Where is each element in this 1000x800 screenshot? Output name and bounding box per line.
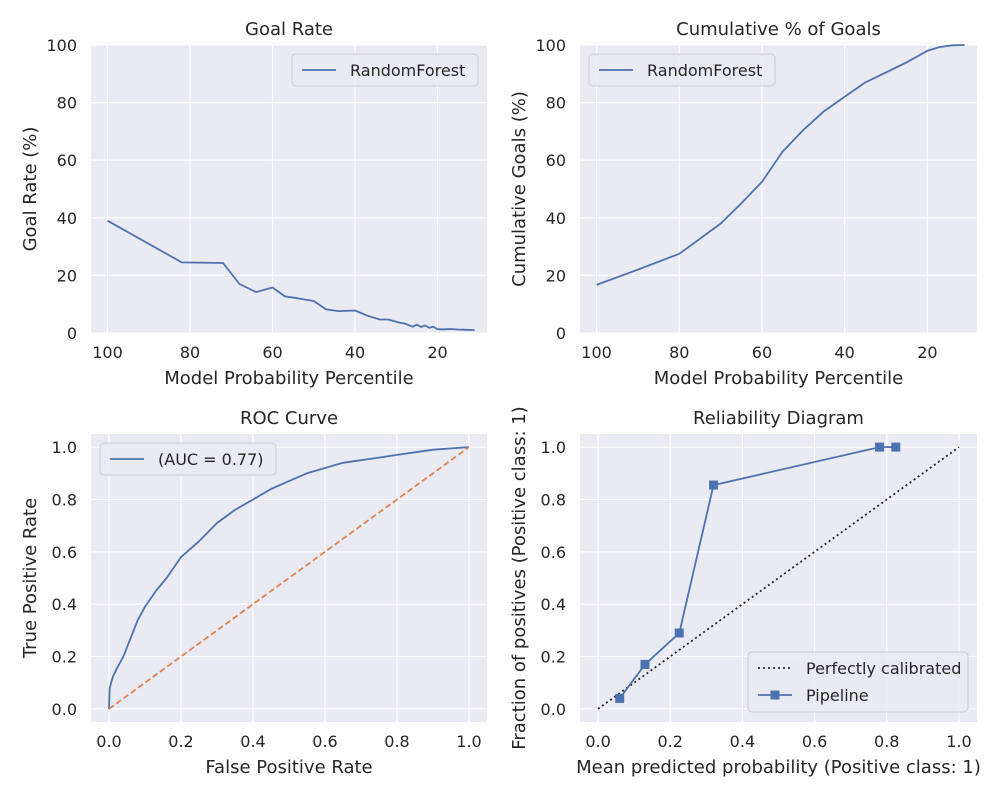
- y-tick-label: 0.8: [52, 490, 77, 509]
- y-axis-label: Cumulative Goals (%): [509, 91, 530, 287]
- legend-label: RandomForest: [647, 61, 762, 80]
- x-tick-label: 20: [917, 343, 937, 362]
- chart-title: Goal Rate: [245, 19, 333, 40]
- x-tick-label: 100: [581, 343, 612, 362]
- y-tick-label: 0.0: [52, 700, 77, 719]
- y-tick-label: 0.2: [541, 648, 566, 667]
- x-tick-label: 0.0: [585, 732, 610, 751]
- chart-panel-3: 0.0 0.2 0.4 0.6 0.8 1.0 0.0 0.2 0.4 0.6 0.8 1.0 ROC …: [20, 408, 487, 778]
- y-tick-label: 100: [46, 36, 77, 55]
- legend-box: [291, 53, 479, 87]
- y-tick-label: 60: [546, 151, 566, 170]
- y-tick-label: 1.0: [541, 438, 566, 457]
- legend-label: (AUC = 0.77): [158, 450, 264, 469]
- legend-label: Pipeline: [806, 686, 869, 705]
- x-tick-label: 0.6: [312, 732, 337, 751]
- y-axis-label: True Positive Rate: [20, 498, 41, 659]
- data-point-marker: [891, 442, 901, 452]
- y-tick-label: 0.8: [541, 490, 566, 509]
- plot-area: [91, 45, 487, 333]
- legend-label: Perfectly calibrated: [806, 659, 961, 678]
- y-tick-label: 80: [546, 94, 566, 113]
- x-tick-label: 0.8: [384, 732, 409, 751]
- y-tick-label: 0.4: [52, 595, 77, 614]
- legend-box: [588, 53, 776, 87]
- y-tick-label: 0.6: [52, 543, 77, 562]
- data-point-marker: [615, 693, 625, 703]
- y-axis-label: Fraction of positives (Positive class: 1…: [509, 406, 530, 749]
- y-tick-label: 40: [546, 209, 566, 228]
- y-tick-label: 0: [67, 324, 77, 343]
- series-line-1: [107, 219, 475, 331]
- x-tick-label: 0.8: [874, 732, 899, 751]
- x-tick-label: 1.0: [456, 732, 481, 751]
- chart-panel-2: 100 80 60 40 20 0 20 40 60 80 100 Cumulative % of G…: [509, 19, 977, 389]
- y-tick-label: 0.2: [52, 648, 77, 667]
- y-tick-label: 0: [556, 324, 566, 343]
- y-tick-label: 80: [57, 94, 77, 113]
- chart-title: ROC Curve: [240, 408, 338, 429]
- y-tick-label: 1.0: [52, 438, 77, 457]
- x-tick-label: 1.0: [946, 732, 971, 751]
- x-tick-label: 0.6: [802, 732, 827, 751]
- x-tick-label: 0.4: [240, 732, 265, 751]
- x-axis-label: Mean predicted probability (Positive cla…: [576, 757, 981, 778]
- legend: RandomForest: [588, 53, 776, 87]
- series-line-1: [108, 446, 470, 709]
- data-point-marker: [875, 442, 885, 452]
- y-tick-label: 0.0: [541, 700, 566, 719]
- legend: (AUC = 0.77): [99, 442, 277, 476]
- x-tick-label: 40: [345, 343, 365, 362]
- x-tick-label: 60: [752, 343, 772, 362]
- series-line-1: [597, 446, 960, 710]
- x-tick-label: 80: [180, 343, 200, 362]
- legend: Perfectly calibrated Pipeline: [747, 651, 969, 713]
- y-tick-label: 20: [546, 266, 566, 285]
- x-axis-label: False Positive Rate: [205, 757, 372, 778]
- y-tick-label: 100: [535, 36, 566, 55]
- legend-box: [99, 442, 277, 476]
- data-point-marker: [674, 628, 684, 638]
- x-axis-label: Model Probability Percentile: [164, 368, 413, 389]
- series-line-1: [596, 44, 965, 286]
- legend-label: RandomForest: [350, 61, 465, 80]
- data-point-marker: [709, 480, 719, 490]
- x-tick-label: 60: [262, 343, 282, 362]
- x-tick-label: 0.2: [168, 732, 193, 751]
- legend: RandomForest: [291, 53, 479, 87]
- series-line-2: [108, 446, 470, 710]
- x-tick-label: 20: [427, 343, 447, 362]
- x-tick-label: 100: [92, 343, 123, 362]
- x-tick-label: 40: [834, 343, 854, 362]
- chart-title: Cumulative % of Goals: [676, 19, 881, 40]
- chart-panel-1: 100 80 60 40 20 0 20 40 60 80 100 Goal Rate Model Pr…: [20, 19, 487, 389]
- plot-area: [580, 45, 977, 333]
- plot-area: [91, 434, 487, 722]
- y-tick-label: 20: [57, 266, 77, 285]
- y-axis-label: Goal Rate (%): [20, 127, 41, 252]
- x-axis-label: Model Probability Percentile: [654, 368, 903, 389]
- legend-box: [747, 651, 969, 713]
- x-tick-label: 0.4: [730, 732, 755, 751]
- x-tick-label: 80: [669, 343, 689, 362]
- x-tick-label: 0.2: [658, 732, 683, 751]
- chart-title: Reliability Diagram: [693, 408, 864, 429]
- legend-marker: [770, 690, 780, 700]
- y-tick-label: 0.6: [541, 543, 566, 562]
- chart-panel-4: 0.0 0.2 0.4 0.6 0.8 1.0 0.0 0.2 0.4 0.6 0.8 1.0 Reli…: [509, 406, 981, 778]
- x-tick-label: 0.0: [96, 732, 121, 751]
- y-tick-label: 60: [57, 151, 77, 170]
- y-tick-label: 0.4: [541, 595, 566, 614]
- y-tick-label: 40: [57, 209, 77, 228]
- data-point-marker: [640, 659, 650, 669]
